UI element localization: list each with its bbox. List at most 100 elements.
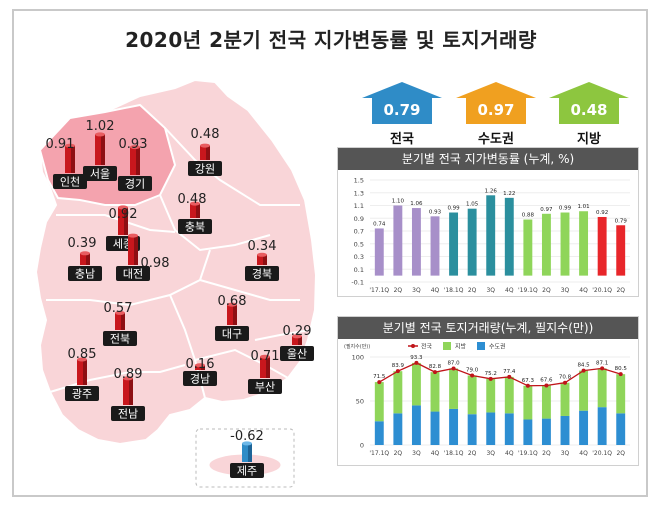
region-name: 경북 (252, 268, 272, 281)
total-point (470, 373, 475, 378)
total-point (377, 380, 382, 385)
bar (560, 212, 570, 276)
x-tick-label: 2Q (468, 287, 477, 294)
region-bar-top (77, 357, 87, 362)
region-value: 0.68 (218, 294, 247, 309)
region-value: -0.62 (230, 429, 264, 444)
region-bar (227, 304, 237, 325)
x-tick-label: 4Q (431, 287, 440, 294)
bar-provinces (579, 370, 589, 411)
jeju-frame (195, 428, 295, 488)
bar-provinces (449, 368, 459, 409)
x-tick-label: '18.1Q (444, 450, 464, 457)
region-bar-top (123, 376, 133, 381)
summary-capital-area-label: 수도권 (478, 132, 514, 147)
bar-capital-area (374, 421, 384, 445)
x-tick-label: '20.1Q (592, 287, 612, 294)
x-tick-label: 2Q (542, 450, 551, 457)
region-value: 0.29 (283, 324, 312, 339)
region-부산: 0.71 부산 (248, 349, 282, 394)
y-tick-label: 100 (352, 354, 364, 362)
region-bar (257, 254, 267, 265)
region-value: 0.39 (68, 236, 97, 251)
bar-capital-area (523, 419, 533, 445)
region-name: 서울 (90, 168, 110, 181)
y-tick-label: 0.3 (354, 253, 364, 261)
y-tick-label: 1.1 (354, 202, 364, 210)
region-value: 1.02 (86, 119, 115, 134)
x-tick-label: '19.1Q (518, 450, 538, 457)
x-tick-label: 3Q (412, 450, 421, 457)
region-bar (77, 359, 87, 385)
region-bar-shade (101, 134, 105, 165)
region-name-tag (103, 331, 137, 346)
region-bar-top (190, 201, 200, 206)
region-name-tag (116, 266, 150, 281)
region-bar-shade (196, 203, 200, 218)
region-bar-shade (86, 253, 90, 265)
y-tick-label: -0.1 (351, 279, 364, 287)
region-bar-top (260, 354, 270, 359)
bar-value-label: 1.22 (503, 191, 515, 197)
total-point (600, 366, 605, 371)
region-서울: 1.02 서울 (83, 119, 117, 181)
region-bar (80, 253, 90, 265)
region-name-tag (65, 386, 99, 401)
bar-provinces (541, 385, 551, 419)
region-name-tag (280, 346, 314, 361)
bar-provinces (616, 374, 626, 414)
region-bar-top (200, 143, 210, 148)
total-point (488, 376, 493, 381)
total-value-label: 84.5 (577, 363, 590, 369)
bar-value-label: 1.01 (577, 204, 589, 210)
x-tick-label: '18.1Q (444, 287, 464, 294)
legend-label: 수도권 (489, 343, 506, 351)
region-name: 경기 (125, 178, 145, 191)
house-roof-icon (362, 82, 442, 98)
region-bar-shade (263, 254, 267, 265)
region-value: 0.16 (186, 357, 215, 372)
y-tick-label: 0.1 (354, 266, 364, 274)
region-bar (128, 235, 138, 265)
region-name-tag (118, 176, 152, 191)
region-전남: 0.89 전남 (111, 367, 145, 421)
region-bar-top (257, 252, 267, 257)
bar-provinces (486, 378, 496, 413)
region-bar-shade (201, 365, 205, 370)
region-bar (200, 145, 210, 160)
summary-national-value: 0.79 (372, 96, 432, 124)
region-name-tag (111, 406, 145, 421)
region-bar-top (195, 363, 205, 368)
region-name-tag (178, 219, 212, 234)
y-tick-label: 0.9 (354, 215, 364, 223)
bar (467, 208, 477, 276)
bar (411, 208, 421, 276)
total-point (507, 374, 512, 379)
region-name: 전남 (118, 408, 138, 421)
y-tick-label: 0.7 (354, 228, 364, 236)
total-point (581, 368, 586, 373)
region-제주: -0.62 제주 (230, 429, 264, 478)
region-bar (65, 145, 75, 173)
region-전북: 0.57 전북 (103, 301, 137, 346)
region-bar (195, 365, 205, 370)
x-tick-label: 3Q (561, 287, 570, 294)
bar-value-label: 0.88 (522, 213, 535, 219)
total-value-label: 80.5 (615, 366, 628, 372)
bar-provinces (597, 368, 607, 408)
region-인천: 0.91 인천 (46, 137, 87, 189)
summary-capital-area-value: 0.97 (466, 96, 526, 124)
summary-provinces: 0.48 지방 (549, 82, 629, 147)
region-bar-top (130, 145, 140, 150)
land-price-chart-title: 분기별 전국 지가변동률 (누계, %) (338, 148, 638, 170)
y-tick-label: 0.5 (354, 240, 364, 248)
total-value-label: 79.0 (466, 367, 479, 373)
region-bar (242, 443, 252, 462)
x-tick-label: 3Q (412, 287, 421, 294)
x-tick-label: 3Q (486, 450, 495, 457)
region-bar-shade (121, 312, 125, 330)
bar (541, 213, 551, 276)
total-point (544, 383, 549, 388)
x-tick-label: 4Q (505, 450, 514, 457)
region-name: 충남 (75, 268, 95, 281)
